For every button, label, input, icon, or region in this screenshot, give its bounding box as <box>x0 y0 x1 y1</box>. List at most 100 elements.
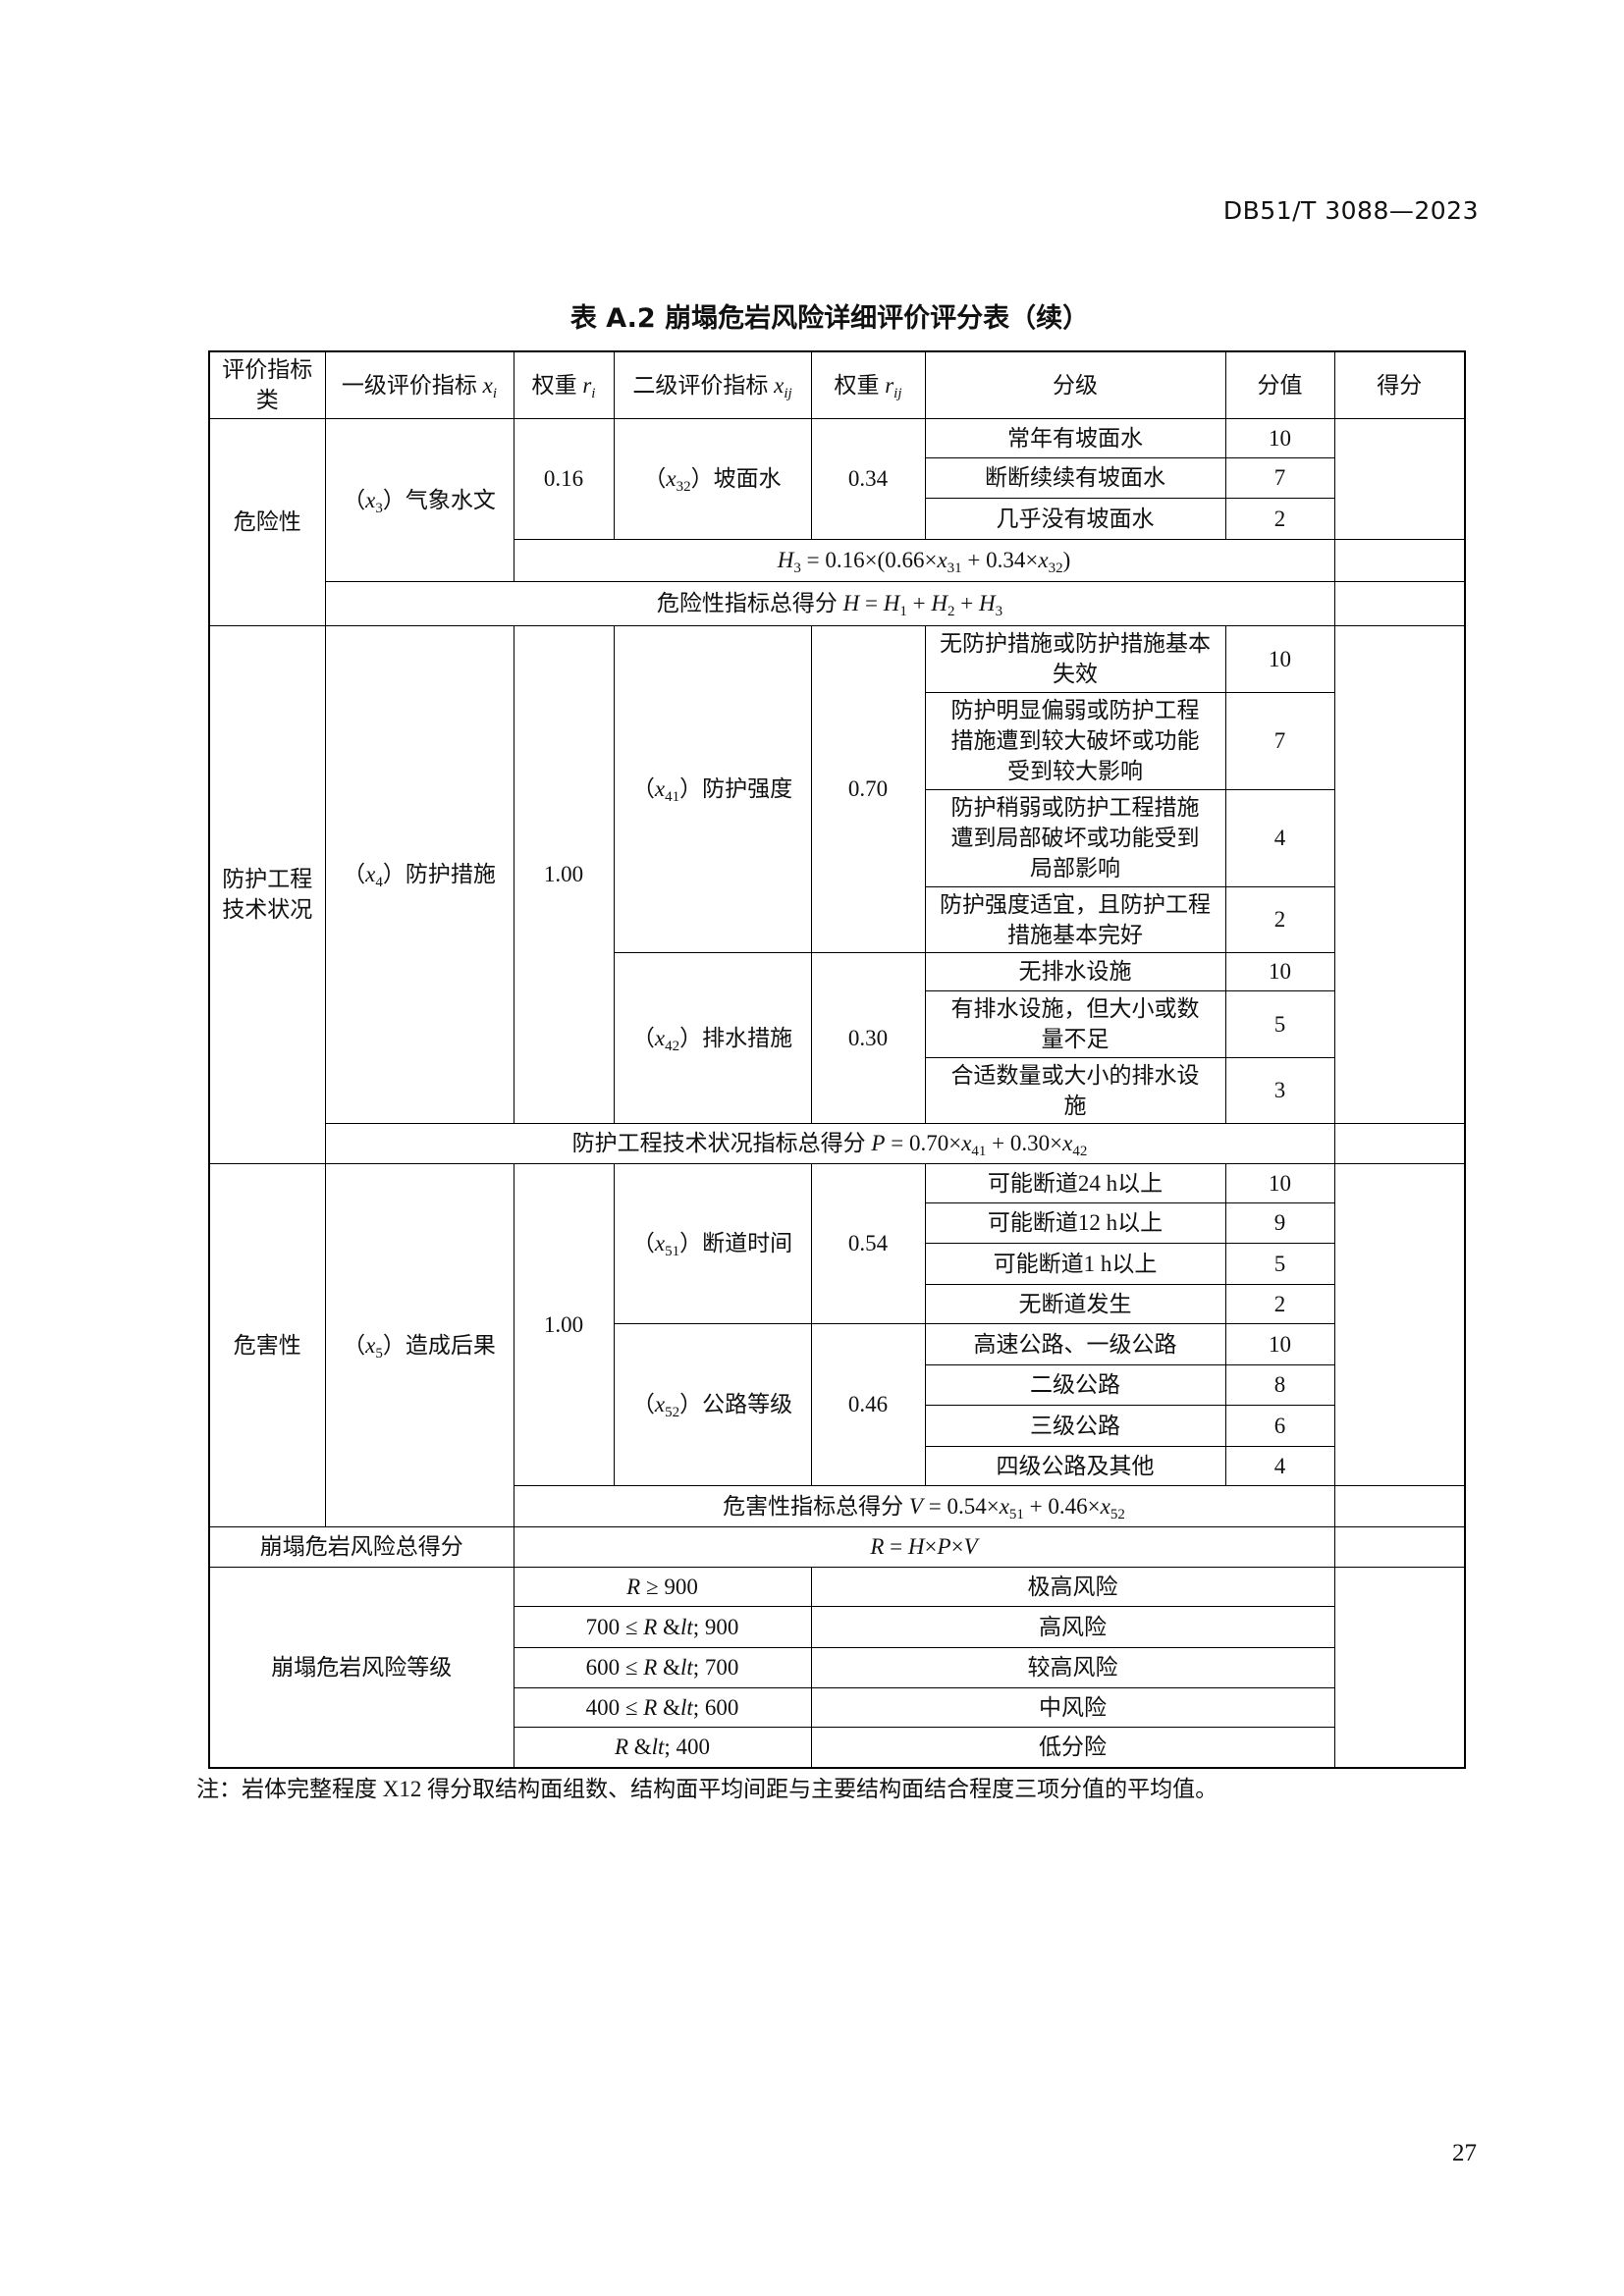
grade-cell: 防护稍弱或防护工程措施遭到局部破坏或功能受到局部影响 <box>924 788 1226 887</box>
category-cell: 危害性 <box>208 1162 326 1527</box>
result-cell <box>1333 1484 1466 1527</box>
grade-cell: 高速公路、一级公路 <box>924 1322 1226 1365</box>
table-row: （x42）排水措施 0.30 无排水设施 10 <box>209 951 1465 1124</box>
page-number: 27 <box>1452 2140 1477 2166</box>
secondary-cell: （x32）坡面水 <box>613 417 812 540</box>
grade-cell: 常年有坡面水 <box>924 417 1226 458</box>
risk-total-formula: R = H×P×V <box>513 1525 1335 1568</box>
scoring-table: 评价指标类 一级评价指标 xi 权重 ri 二级评价指标 xij 权重 rij … <box>208 350 1466 1769</box>
grade-cell: 合适数量或大小的排水设施 <box>924 1056 1226 1124</box>
score-cell: 5 <box>1224 989 1335 1058</box>
table-row: 有排水设施，但大小或数量不足 5 <box>209 989 1465 1058</box>
table-note: 注：岩体完整程度 X12 得分取结构面组数、结构面平均间距与主要结构面结合程度三… <box>196 1777 1218 1801</box>
table-row: 无断道发生 2 <box>209 1283 1465 1324</box>
primary-cell: （x3）气象水文 <box>324 417 514 582</box>
result-cell <box>1333 1122 1466 1164</box>
grade-cell: 可能断道24 h以上 <box>924 1162 1226 1203</box>
grade-cell: 可能断道1 h以上 <box>924 1242 1226 1285</box>
grade-cell: 防护强度适宜，且防护工程措施基本完好 <box>924 885 1226 953</box>
header-result: 得分 <box>1333 350 1466 419</box>
table-row: 防护明显偏弱或防护工程措施遭到较大破坏或功能受到较大影响 7 <box>209 691 1465 790</box>
table-row: 危险性指标总得分 H = H1 + H2 + H3 <box>209 580 1466 626</box>
table-row: R &lt; 400 低分险 <box>209 1726 1465 1769</box>
header-score: 分值 <box>1224 350 1335 419</box>
result-cell <box>1333 624 1466 1124</box>
table-row: （x52）公路等级 0.46 高速公路、一级公路 10 <box>209 1322 1465 1486</box>
grade-cell: 四级公路及其他 <box>924 1445 1226 1486</box>
risk-range: 600 ≤ R &lt; 700 <box>513 1646 812 1688</box>
header-grade: 分级 <box>924 350 1226 419</box>
grade-cell: 二级公路 <box>924 1363 1226 1406</box>
table-row: 危险性 （x3）气象水文 0.16 （x32）坡面水 0.34 常年有坡面水 1… <box>208 417 1466 626</box>
table-row: 防护强度适宜，且防护工程措施基本完好 2 <box>209 885 1465 953</box>
risk-level: 较高风险 <box>810 1646 1335 1688</box>
risk-level-label: 崩塌危岩风险等级 <box>208 1566 514 1769</box>
grade-cell: 防护明显偏弱或防护工程措施遭到较大破坏或功能受到较大影响 <box>924 691 1226 790</box>
score-cell: 10 <box>1224 417 1335 458</box>
category-cell: 防护工程技术状况 <box>208 624 326 1164</box>
header-sub-weight: 权重 rij <box>810 350 926 419</box>
primary-cell: （x4）防护措施 <box>324 624 514 1124</box>
document-code: DB51/T 3088—2023 <box>1222 196 1479 225</box>
score-cell: 8 <box>1224 1363 1335 1406</box>
risk-level: 中风险 <box>810 1686 1335 1728</box>
secondary-cell: （x42）排水措施 <box>613 951 812 1124</box>
total-formula-cell: 危害性指标总得分 V = 0.54×x51 + 0.46×x52 <box>513 1484 1335 1527</box>
risk-total-label: 崩塌危岩风险总得分 <box>208 1525 514 1568</box>
score-cell: 2 <box>1224 885 1335 953</box>
header-category: 评价指标类 <box>208 350 326 419</box>
secondary-cell: （x52）公路等级 <box>613 1322 812 1486</box>
grade-cell: 几乎没有坡面水 <box>924 497 1226 540</box>
sub-weight-cell: 0.46 <box>810 1322 926 1486</box>
category-cell: 危险性 <box>208 417 326 626</box>
table-row: 崩塌危岩风险总得分 R = H×P×V <box>208 1525 1466 1568</box>
result-cell <box>1333 1162 1466 1486</box>
sub-weight-cell: 0.34 <box>810 417 926 540</box>
table-row: 防护工程技术状况指标总得分 P = 0.70×x41 + 0.30×x42 <box>209 1122 1466 1164</box>
result-cell <box>1333 1566 1466 1769</box>
table-row: 防护工程技术状况 （x4）防护措施 1.00 （x41）防护强度 0.70 无防… <box>208 624 1466 1164</box>
sub-weight-cell: 0.70 <box>810 624 926 953</box>
score-cell: 10 <box>1224 951 1335 991</box>
result-cell <box>1333 538 1466 582</box>
sub-weight-cell: 0.30 <box>810 951 926 1124</box>
header-secondary: 二级评价指标 xij <box>613 350 812 419</box>
header-row: 评价指标类 一级评价指标 xi 权重 ri 二级评价指标 xij 权重 rij … <box>208 350 1466 419</box>
table-row: 400 ≤ R &lt; 600 中风险 <box>209 1686 1465 1728</box>
risk-level: 极高风险 <box>810 1566 1335 1607</box>
weight-cell: 1.00 <box>513 624 615 1124</box>
risk-level: 高风险 <box>810 1605 1335 1648</box>
primary-cell: （x5）造成后果 <box>324 1162 514 1527</box>
grade-cell: 三级公路 <box>924 1404 1226 1447</box>
score-cell: 3 <box>1224 1056 1335 1124</box>
grade-cell: 可能断道12 h以上 <box>924 1201 1226 1244</box>
score-cell: 10 <box>1224 624 1335 693</box>
header-primary: 一级评价指标 xi <box>324 350 514 419</box>
total-formula-cell: 危险性指标总得分 H = H1 + H2 + H3 <box>324 580 1335 626</box>
table-row: 四级公路及其他 4 <box>209 1445 1465 1486</box>
score-cell: 7 <box>1224 456 1335 499</box>
score-cell: 4 <box>1224 1445 1335 1486</box>
table-row: 三级公路 6 <box>209 1404 1465 1447</box>
score-cell: 2 <box>1224 1283 1335 1324</box>
sub-weight-cell: 0.54 <box>810 1162 926 1324</box>
weight-cell: 0.16 <box>513 417 615 540</box>
header-weight: 权重 ri <box>513 350 615 419</box>
score-cell: 2 <box>1224 497 1335 540</box>
table-row: 防护稍弱或防护工程措施遭到局部破坏或功能受到局部影响 4 <box>209 788 1465 887</box>
score-cell: 4 <box>1224 788 1335 887</box>
secondary-cell: （x41）防护强度 <box>613 624 812 953</box>
secondary-cell: （x51）断道时间 <box>613 1162 812 1324</box>
table-row: 二级公路 8 <box>209 1363 1465 1406</box>
grade-cell: 断断续续有坡面水 <box>924 456 1226 499</box>
score-cell: 6 <box>1224 1404 1335 1447</box>
risk-range: R ≥ 900 <box>513 1566 812 1607</box>
grade-cell: 无排水设施 <box>924 951 1226 991</box>
risk-range: 400 ≤ R &lt; 600 <box>513 1686 812 1728</box>
table-row: 几乎没有坡面水 2 <box>209 497 1465 540</box>
score-cell: 10 <box>1224 1322 1335 1365</box>
score-cell: 7 <box>1224 691 1335 790</box>
grade-cell: 有排水设施，但大小或数量不足 <box>924 989 1226 1058</box>
table-row: 断断续续有坡面水 7 <box>209 456 1465 499</box>
result-cell <box>1333 417 1466 540</box>
